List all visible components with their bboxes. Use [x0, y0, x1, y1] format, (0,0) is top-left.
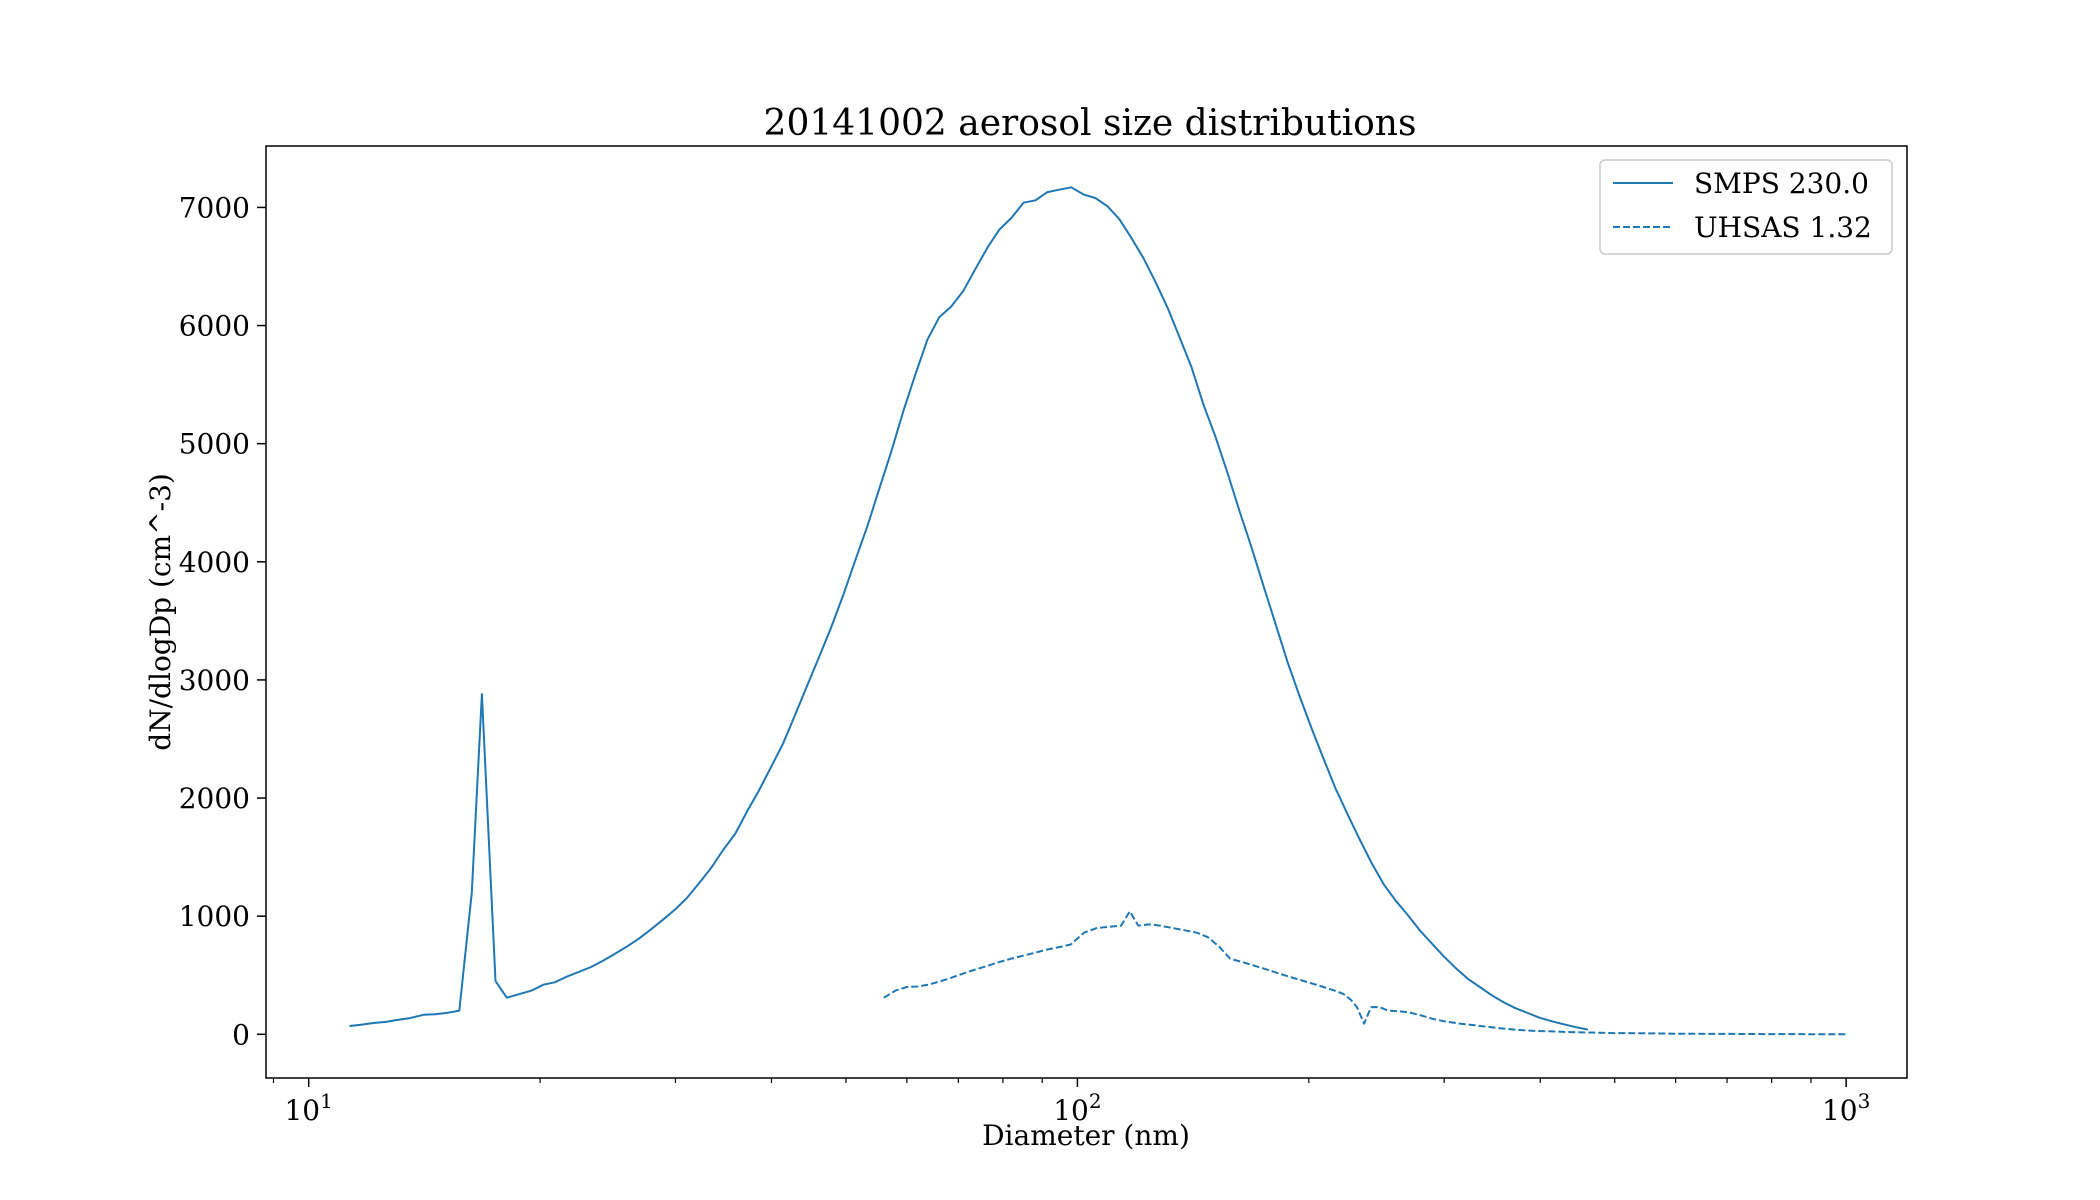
x-tick-label: 101	[284, 1089, 332, 1127]
y-tick-label: 5000	[179, 428, 250, 461]
x-axis-label: Diameter (nm)	[982, 1119, 1190, 1152]
plot-frame	[265, 145, 1908, 1079]
y-tick-label: 4000	[179, 546, 250, 579]
legend-label-smps: SMPS 230.0	[1694, 167, 1869, 200]
legend-label-uhsas: UHSAS 1.32	[1694, 211, 1872, 244]
y-tick-label: 7000	[179, 191, 250, 224]
series-line-uhsas	[883, 910, 1847, 1036]
y-tick-label: 6000	[179, 310, 250, 343]
x-tick-label: 103	[1822, 1089, 1870, 1127]
series-line-smps	[349, 186, 1589, 1031]
y-tick-label: 3000	[179, 664, 250, 697]
y-tick-label: 2000	[179, 782, 250, 815]
legend: SMPS 230.0 UHSAS 1.32	[1599, 159, 1893, 255]
y-axis-label: dN/dlogDp (cm^-3)	[144, 473, 177, 751]
x-tick-label: 102	[1053, 1089, 1101, 1127]
y-tick-label: 0	[232, 1018, 250, 1051]
y-tick-label: 1000	[179, 900, 250, 933]
chart-title: 20141002 aerosol size distributions	[764, 103, 1417, 144]
plot-area: 101 102 103 0 1000 2000 3000 4000 5000 6000 7000	[179, 186, 1870, 1127]
